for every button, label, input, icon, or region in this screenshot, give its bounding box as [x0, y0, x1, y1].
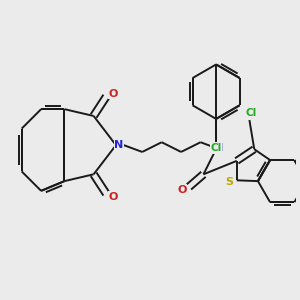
Text: O: O	[108, 88, 118, 99]
Text: N: N	[214, 143, 224, 153]
Text: O: O	[108, 192, 118, 202]
Text: Cl: Cl	[246, 108, 257, 118]
Text: O: O	[177, 185, 187, 195]
Text: S: S	[225, 177, 233, 187]
Text: Cl: Cl	[211, 143, 222, 153]
Text: N: N	[114, 140, 124, 150]
